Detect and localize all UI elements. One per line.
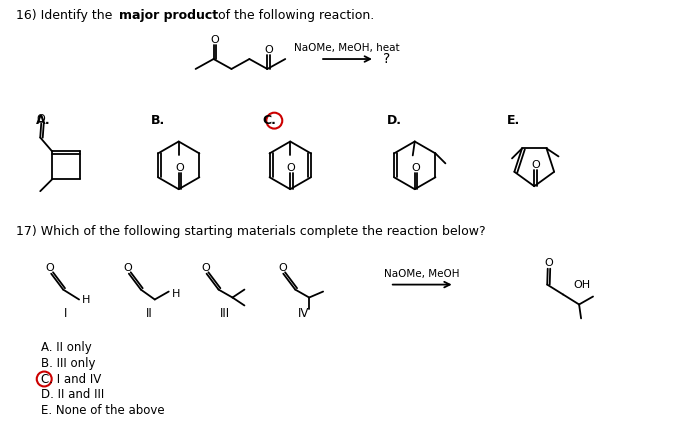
Text: H: H — [172, 289, 180, 298]
Text: B.: B. — [150, 114, 165, 127]
Text: O: O — [37, 114, 46, 124]
Text: H: H — [82, 296, 90, 305]
Text: D. II and III: D. II and III — [41, 389, 104, 401]
Text: D.: D. — [387, 114, 402, 127]
Text: O: O — [531, 160, 540, 170]
Text: A.: A. — [36, 114, 51, 127]
Text: OH: OH — [573, 280, 590, 290]
Text: O: O — [278, 263, 286, 273]
Text: O: O — [264, 45, 273, 55]
Text: C. I and IV: C. I and IV — [41, 373, 102, 385]
Text: IV: IV — [298, 307, 309, 320]
Text: I: I — [64, 307, 66, 320]
Text: O: O — [123, 263, 132, 273]
Text: E. None of the above: E. None of the above — [41, 404, 165, 417]
Text: II: II — [146, 307, 152, 320]
Text: O: O — [545, 258, 553, 268]
Text: B. III only: B. III only — [41, 357, 96, 370]
Text: 16) Identify the: 16) Identify the — [16, 9, 117, 22]
Text: E.: E. — [506, 114, 519, 127]
Text: O: O — [175, 164, 184, 173]
Text: major product: major product — [119, 9, 218, 22]
Text: ?: ? — [383, 52, 390, 66]
Text: O: O — [46, 263, 55, 273]
Text: O: O — [210, 35, 219, 45]
Text: A. II only: A. II only — [41, 341, 92, 354]
Text: NaOMe, MeOH, heat: NaOMe, MeOH, heat — [294, 43, 400, 53]
Text: C.: C. — [262, 114, 276, 127]
Text: 17) Which of the following starting materials complete the reaction below?: 17) Which of the following starting mate… — [16, 225, 486, 238]
Text: O: O — [201, 263, 210, 273]
Text: NaOMe, MeOH: NaOMe, MeOH — [384, 269, 459, 278]
Text: III: III — [219, 307, 230, 320]
Text: of the following reaction.: of the following reaction. — [214, 9, 374, 22]
Text: O: O — [287, 164, 295, 173]
Text: O: O — [412, 164, 420, 173]
